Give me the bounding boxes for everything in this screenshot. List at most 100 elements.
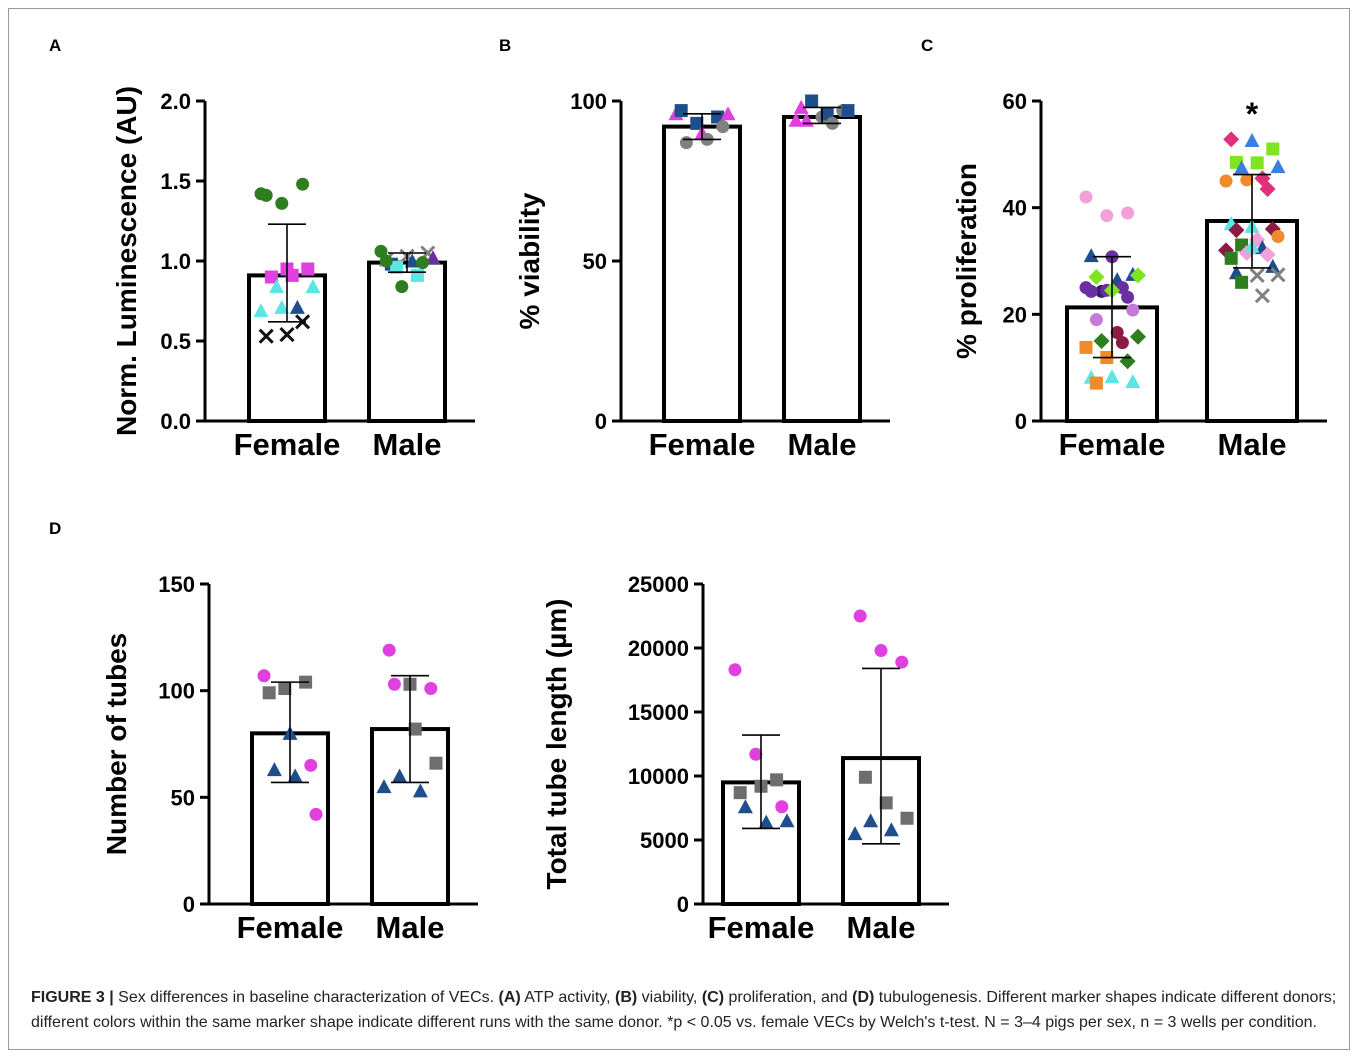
data-point	[404, 253, 420, 268]
data-point	[1270, 267, 1286, 283]
figure-caption: FIGURE 3 | Sex differences in baseline c…	[31, 985, 1349, 1035]
data-point	[1219, 174, 1233, 188]
panel-label: B	[499, 36, 511, 55]
data-point	[279, 327, 295, 343]
data-point	[410, 268, 424, 282]
y-tick-label: 0	[595, 409, 607, 434]
data-point	[379, 254, 393, 268]
y-tick-label: 5000	[640, 828, 689, 853]
data-point	[274, 299, 290, 314]
data-point	[1235, 275, 1249, 289]
x-tick-label: Female	[708, 910, 815, 945]
chart-a: A 0.0 0.5 1.0 1.5 2.0 Norm. Luminescence (AU) F…	[49, 36, 475, 462]
data-point	[1083, 248, 1099, 263]
chart-b: B 0 50 100 % viability Female Male	[499, 36, 890, 462]
y-tick-label: 2.0	[160, 89, 191, 114]
data-point	[770, 773, 784, 787]
data-point	[1266, 142, 1280, 156]
data-point	[847, 826, 863, 841]
data-point	[1100, 209, 1114, 223]
caption-text-d: tubulogenesis. Different marker shapes i…	[31, 989, 1337, 1031]
data-point	[1223, 131, 1240, 148]
data-point	[1079, 190, 1093, 204]
caption-text-a: ATP activity,	[520, 989, 615, 1006]
data-point	[416, 256, 430, 270]
data-point	[374, 244, 388, 258]
data-point	[758, 814, 774, 829]
caption-ref-d: (D)	[852, 989, 875, 1006]
y-tick-label: 50	[171, 785, 195, 810]
data-point	[1126, 303, 1140, 317]
data-point	[853, 609, 867, 623]
data-point	[301, 262, 315, 276]
y-axis-label: % viability	[514, 192, 545, 329]
error-bar-male	[391, 674, 429, 784]
data-point	[1121, 206, 1135, 220]
data-point	[841, 104, 855, 118]
data-point	[858, 770, 872, 784]
data-point	[287, 768, 303, 783]
data-point	[1110, 325, 1124, 339]
data-point	[258, 328, 274, 344]
data-point	[1249, 267, 1265, 283]
x-tick-label: Male	[376, 910, 445, 945]
y-axis-label: Total tube length (µm)	[541, 599, 572, 890]
data-point	[1259, 181, 1276, 197]
chart-d: D 0 50 100 150 Number of tubes Female Male	[49, 519, 478, 945]
caption-ref-a: (A)	[498, 989, 521, 1006]
data-point	[749, 747, 763, 761]
y-tick-label: 1.5	[160, 169, 191, 194]
data-point	[387, 677, 401, 691]
data-point	[390, 260, 404, 274]
data-point	[429, 756, 443, 770]
data-point	[1119, 353, 1136, 370]
caption-text-b: viability,	[637, 989, 702, 1006]
data-point	[1079, 340, 1093, 354]
data-point	[733, 786, 747, 800]
panel-label: A	[49, 36, 61, 55]
y-tick-label: 50	[583, 249, 607, 274]
x-tick-label: Female	[234, 427, 341, 462]
y-tick-label: 20000	[628, 636, 689, 661]
data-point	[1093, 333, 1110, 349]
panel-label: D	[49, 519, 61, 538]
data-point	[1121, 290, 1135, 304]
data-point	[874, 644, 888, 658]
data-point	[1089, 376, 1103, 390]
data-point	[425, 250, 441, 265]
data-point	[395, 280, 409, 294]
data-point	[259, 188, 273, 202]
data-point	[879, 796, 893, 810]
data-point	[289, 299, 305, 314]
y-tick-label: 0	[1015, 409, 1027, 434]
data-point	[793, 99, 809, 114]
y-tick-label: 0.0	[160, 409, 191, 434]
data-point	[1228, 265, 1244, 280]
data-point	[1240, 173, 1254, 187]
x-tick-label: Female	[649, 427, 756, 462]
data-point	[269, 279, 285, 294]
y-tick-label: 100	[570, 89, 607, 114]
y-tick-label: 40	[1003, 196, 1027, 221]
data-point	[1271, 229, 1285, 243]
caption-label: FIGURE 3 |	[31, 989, 114, 1006]
chart-d2: 0 5000 10000 15000 20000 25000 Total tube leng…	[541, 572, 949, 945]
error-bar-female	[271, 681, 309, 784]
x-tick-label: Male	[373, 427, 442, 462]
figure-charts: A 0.0 0.5 1.0 1.5 2.0 Norm. Luminescence (AU) F…	[49, 36, 1327, 945]
data-point	[1254, 288, 1270, 304]
x-tick-label: Male	[788, 427, 857, 462]
data-point	[309, 807, 323, 821]
data-point	[1244, 132, 1260, 147]
y-axis-label: % proliferation	[951, 163, 982, 359]
error-bar-female	[268, 223, 306, 323]
data-point	[820, 107, 834, 121]
data-point	[1088, 269, 1105, 285]
data-point	[266, 762, 282, 777]
chart-c: C 0 20 40 60 % proliferation Female Male *	[921, 36, 1327, 462]
caption-ref-c: (C)	[701, 989, 725, 1006]
y-tick-label: 1.0	[160, 249, 191, 274]
data-point	[262, 686, 276, 700]
data-point	[674, 104, 688, 118]
caption-ref-b: (B)	[614, 989, 638, 1006]
